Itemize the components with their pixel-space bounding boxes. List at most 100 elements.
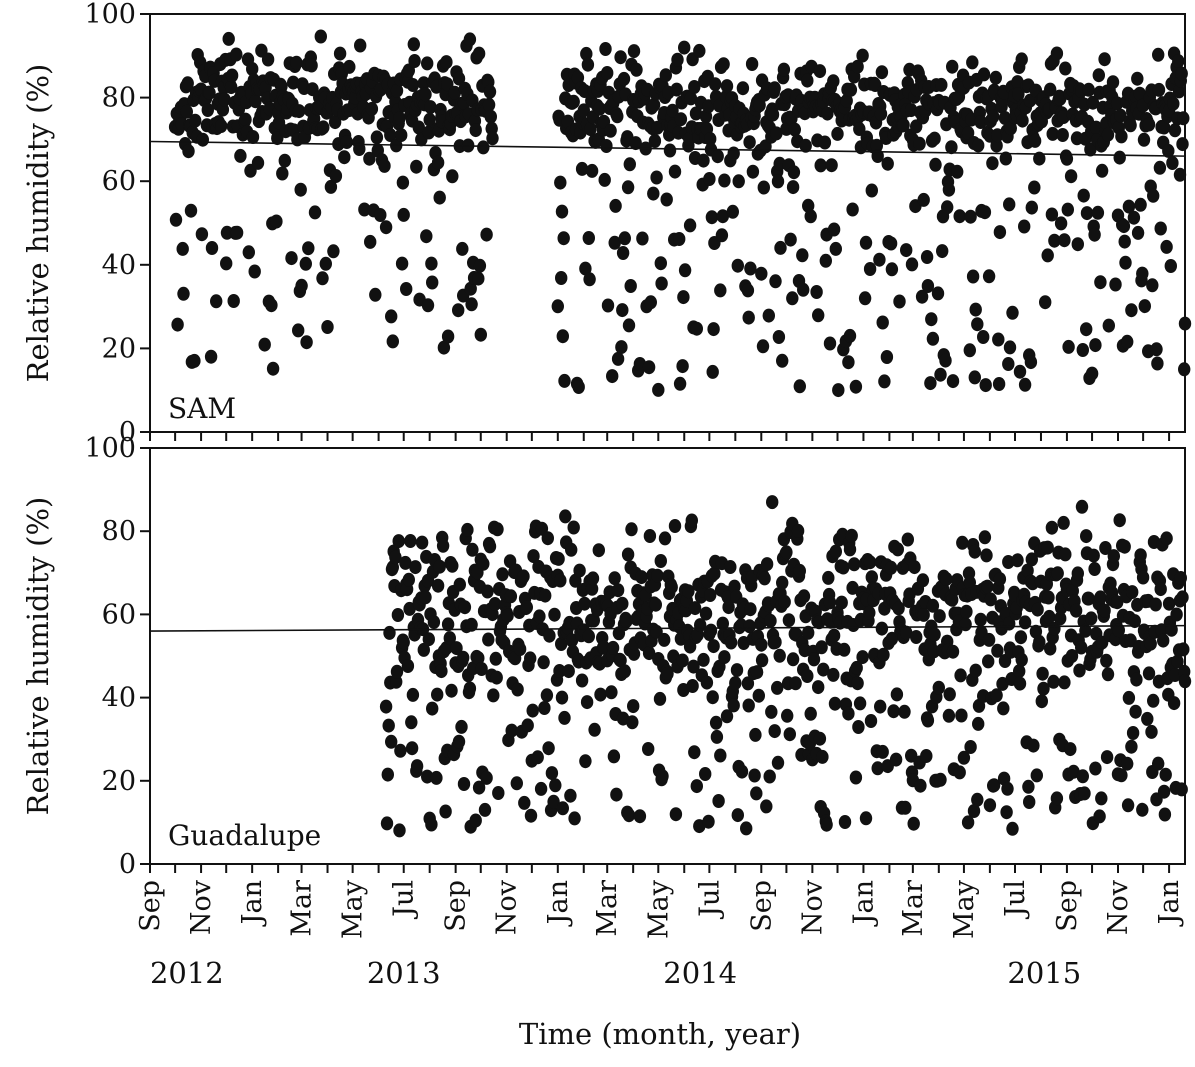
data-point	[682, 584, 695, 599]
data-point	[1111, 595, 1124, 610]
x-tick-label: May	[338, 879, 369, 939]
y-tick-label: 100	[84, 0, 136, 30]
data-point	[1102, 318, 1116, 333]
data-point	[849, 770, 863, 785]
data-point	[567, 94, 580, 109]
data-point	[417, 76, 430, 91]
data-point	[668, 519, 682, 533]
data-point	[891, 542, 904, 557]
data-point	[925, 312, 938, 327]
data-point	[469, 813, 482, 828]
data-point	[410, 759, 424, 774]
data-point	[786, 291, 799, 306]
data-point	[1054, 216, 1068, 231]
data-point	[402, 572, 415, 587]
data-point	[246, 130, 260, 144]
data-point	[689, 106, 703, 121]
year-label: 2012	[150, 956, 224, 990]
data-point	[222, 31, 235, 46]
data-point	[690, 779, 703, 794]
data-point	[741, 283, 755, 298]
data-point	[473, 258, 487, 273]
data-point	[846, 202, 859, 217]
data-point	[933, 609, 946, 624]
data-point	[815, 640, 828, 655]
data-point	[265, 298, 278, 313]
data-point	[653, 691, 667, 706]
data-point	[993, 225, 1007, 240]
year-label: 2015	[1007, 956, 1081, 990]
x-tick-label: Sep	[746, 880, 777, 932]
data-point	[838, 815, 852, 829]
data-point	[717, 57, 730, 72]
data-point	[787, 165, 801, 180]
data-point	[714, 748, 727, 763]
data-point	[642, 646, 656, 661]
data-point	[817, 662, 830, 677]
data-point	[926, 598, 940, 613]
data-point	[660, 192, 673, 207]
data-point	[527, 549, 540, 564]
data-point	[220, 256, 233, 271]
data-point	[579, 261, 592, 276]
data-point	[942, 182, 956, 197]
data-point	[1126, 585, 1139, 600]
data-point	[441, 617, 455, 632]
data-point	[556, 329, 569, 344]
data-point	[300, 335, 313, 350]
data-point	[1057, 515, 1070, 530]
data-point	[1075, 499, 1089, 514]
x-tick-label: Sep	[135, 880, 166, 932]
data-point	[865, 570, 878, 585]
data-point	[760, 799, 773, 814]
panel-label-sam: SAM	[168, 392, 236, 425]
data-point	[455, 719, 468, 734]
data-point	[1045, 207, 1059, 222]
data-point	[533, 609, 546, 624]
data-point	[655, 276, 668, 291]
data-point	[599, 42, 612, 56]
data-point	[1047, 674, 1060, 689]
data-point	[1024, 355, 1038, 370]
data-point	[843, 542, 857, 557]
data-point	[578, 596, 591, 611]
data-point	[940, 572, 953, 586]
data-point	[556, 801, 569, 816]
data-point	[1003, 340, 1017, 355]
data-point	[615, 340, 628, 355]
data-point	[606, 369, 619, 384]
data-point	[393, 111, 406, 126]
data-point	[565, 542, 578, 557]
data-point	[621, 547, 635, 562]
data-point	[715, 228, 729, 243]
data-point	[892, 601, 905, 616]
data-point	[654, 256, 667, 271]
data-point	[317, 120, 330, 135]
data-point	[1088, 562, 1101, 576]
data-point	[684, 91, 698, 106]
data-point	[966, 55, 979, 70]
data-point	[439, 804, 452, 819]
data-point	[600, 139, 613, 153]
data-point	[1044, 641, 1057, 656]
data-point	[742, 698, 755, 713]
data-point	[383, 625, 396, 640]
data-point	[708, 566, 721, 581]
data-point	[1087, 548, 1100, 563]
data-point	[287, 75, 300, 90]
data-point	[1113, 513, 1126, 528]
data-point	[577, 103, 590, 118]
data-point	[308, 205, 322, 220]
data-point	[518, 795, 531, 810]
data-point	[746, 164, 760, 179]
data-point	[935, 77, 948, 92]
data-point	[611, 109, 624, 124]
data-point	[926, 331, 940, 346]
data-point	[955, 708, 968, 723]
data-point	[1098, 52, 1111, 67]
data-point	[773, 156, 786, 171]
data-point	[278, 153, 291, 168]
data-point	[1042, 590, 1055, 605]
data-point	[1023, 93, 1037, 108]
data-point	[1076, 343, 1090, 357]
